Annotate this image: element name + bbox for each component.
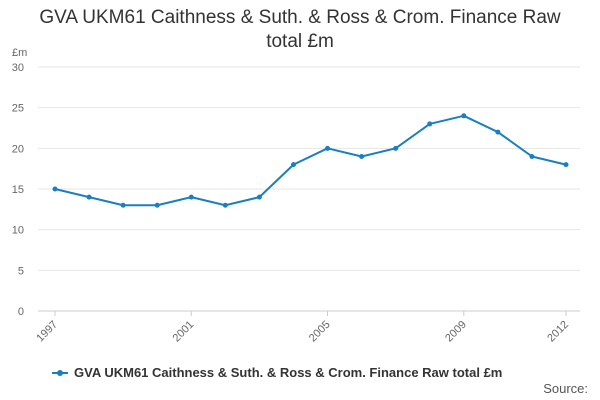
- chart-title: GVA UKM61 Caithness & Suth. & Ross & Cro…: [0, 6, 600, 54]
- data-point: [427, 121, 433, 127]
- source-label: Source:: [543, 381, 588, 396]
- y-tick-label: 15: [12, 184, 24, 196]
- grid-lines: [38, 66, 580, 312]
- data-point: [325, 145, 331, 151]
- data-point: [154, 202, 160, 208]
- y-axis-ticks: 0 5 10 15 20 25 30: [12, 62, 24, 318]
- y-tick-label: 20: [12, 143, 24, 155]
- data-point: [529, 153, 535, 159]
- x-tick-label: 2009: [443, 319, 469, 345]
- legend-label: GVA UKM61 Caithness & Suth. & Ross & Cro…: [74, 365, 503, 380]
- data-point: [222, 202, 228, 208]
- legend[interactable]: GVA UKM61 Caithness & Suth. & Ross & Cro…: [52, 365, 502, 380]
- x-tick-label: 2001: [171, 319, 197, 345]
- data-point: [563, 162, 569, 168]
- y-tick-label: 30: [12, 62, 24, 74]
- chart-title-line-2: total £m: [266, 31, 334, 52]
- data-point: [290, 162, 296, 168]
- data-point: [188, 194, 194, 200]
- x-tick-label: 1997: [34, 319, 60, 345]
- data-point: [256, 194, 262, 200]
- data-point: [393, 145, 399, 151]
- series-group: [52, 113, 569, 208]
- x-axis-ticks: 1997 2001 2005 2009 2012: [34, 311, 571, 344]
- x-tick-label: 2005: [307, 319, 333, 345]
- x-tick-label: 2012: [545, 319, 571, 345]
- y-tick-label: 25: [12, 103, 24, 115]
- data-point: [120, 202, 126, 208]
- y-tick-label: 10: [12, 225, 24, 237]
- series-line: [54, 114, 567, 207]
- chart-title-line-1: GVA UKM61 Caithness & Suth. & Ross & Cro…: [39, 7, 561, 28]
- y-tick-label: 5: [18, 265, 24, 277]
- legend-marker-icon: [52, 369, 68, 376]
- y-axis-label: £m: [12, 47, 27, 59]
- data-point: [461, 113, 467, 119]
- data-point: [495, 129, 501, 135]
- data-point: [359, 153, 365, 159]
- data-point: [52, 186, 58, 192]
- data-point: [86, 194, 92, 200]
- y-tick-label: 0: [18, 306, 24, 318]
